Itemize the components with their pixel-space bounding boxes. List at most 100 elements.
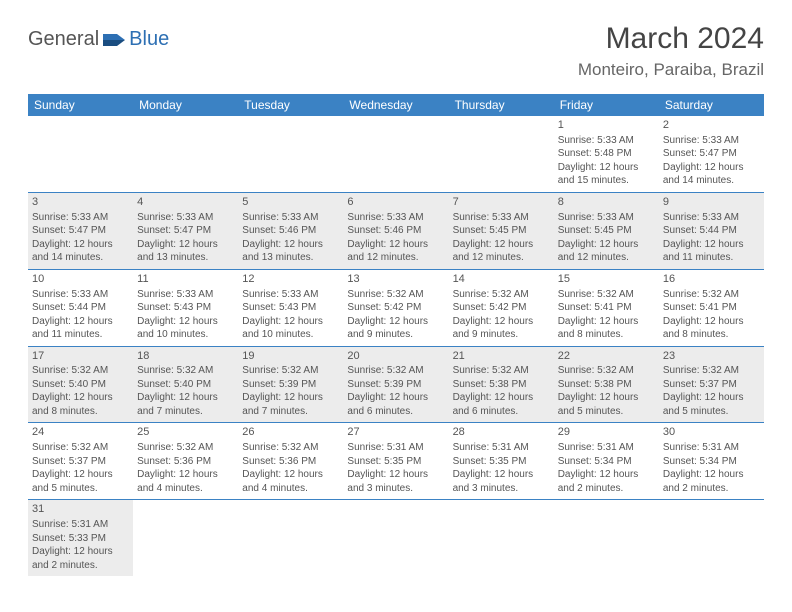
calendar-row: 10Sunrise: 5:33 AMSunset: 5:44 PMDayligh… <box>28 269 764 346</box>
logo: General Blue <box>28 28 169 51</box>
daylight-text: Daylight: 12 hours and 11 minutes. <box>32 315 129 342</box>
day-number: 15 <box>558 272 655 287</box>
sunrise-text: Sunrise: 5:32 AM <box>137 441 234 455</box>
calendar-cell: 2Sunrise: 5:33 AMSunset: 5:47 PMDaylight… <box>659 116 764 192</box>
sunset-text: Sunset: 5:34 PM <box>558 455 655 469</box>
day-number: 6 <box>347 195 444 210</box>
day-number: 13 <box>347 272 444 287</box>
day-number: 4 <box>137 195 234 210</box>
daylight-text: Daylight: 12 hours and 7 minutes. <box>137 391 234 418</box>
daylight-text: Daylight: 12 hours and 2 minutes. <box>558 468 655 495</box>
sunset-text: Sunset: 5:37 PM <box>663 378 760 392</box>
calendar-cell: 1Sunrise: 5:33 AMSunset: 5:48 PMDaylight… <box>554 116 659 192</box>
calendar-cell: 19Sunrise: 5:32 AMSunset: 5:39 PMDayligh… <box>238 346 343 423</box>
calendar-cell: 5Sunrise: 5:33 AMSunset: 5:46 PMDaylight… <box>238 192 343 269</box>
sunrise-text: Sunrise: 5:32 AM <box>32 364 129 378</box>
calendar-row: 3Sunrise: 5:33 AMSunset: 5:47 PMDaylight… <box>28 192 764 269</box>
calendar-cell <box>554 500 659 576</box>
day-number: 31 <box>32 502 129 517</box>
sunset-text: Sunset: 5:48 PM <box>558 147 655 161</box>
calendar-cell: 10Sunrise: 5:33 AMSunset: 5:44 PMDayligh… <box>28 269 133 346</box>
calendar-cell <box>238 500 343 576</box>
sunset-text: Sunset: 5:42 PM <box>347 301 444 315</box>
sunrise-text: Sunrise: 5:33 AM <box>558 134 655 148</box>
daylight-text: Daylight: 12 hours and 8 minutes. <box>558 315 655 342</box>
daylight-text: Daylight: 12 hours and 4 minutes. <box>242 468 339 495</box>
sunrise-text: Sunrise: 5:32 AM <box>347 364 444 378</box>
sunrise-text: Sunrise: 5:32 AM <box>242 441 339 455</box>
day-number: 16 <box>663 272 760 287</box>
day-number: 30 <box>663 425 760 440</box>
daylight-text: Daylight: 12 hours and 5 minutes. <box>558 391 655 418</box>
calendar-cell: 23Sunrise: 5:32 AMSunset: 5:37 PMDayligh… <box>659 346 764 423</box>
calendar-cell: 22Sunrise: 5:32 AMSunset: 5:38 PMDayligh… <box>554 346 659 423</box>
sunrise-text: Sunrise: 5:31 AM <box>32 518 129 532</box>
daylight-text: Daylight: 12 hours and 10 minutes. <box>242 315 339 342</box>
calendar-cell <box>449 116 554 192</box>
calendar-cell <box>449 500 554 576</box>
sunset-text: Sunset: 5:47 PM <box>663 147 760 161</box>
day-number: 22 <box>558 349 655 364</box>
sunset-text: Sunset: 5:33 PM <box>32 532 129 546</box>
calendar-cell: 30Sunrise: 5:31 AMSunset: 5:34 PMDayligh… <box>659 423 764 500</box>
calendar-cell <box>343 116 448 192</box>
sunrise-text: Sunrise: 5:31 AM <box>453 441 550 455</box>
day-number: 11 <box>137 272 234 287</box>
daylight-text: Daylight: 12 hours and 8 minutes. <box>663 315 760 342</box>
calendar-cell: 31Sunrise: 5:31 AMSunset: 5:33 PMDayligh… <box>28 500 133 576</box>
calendar-cell <box>238 116 343 192</box>
weekday-header: Wednesday <box>343 94 448 116</box>
calendar-row: 24Sunrise: 5:32 AMSunset: 5:37 PMDayligh… <box>28 423 764 500</box>
sunset-text: Sunset: 5:35 PM <box>347 455 444 469</box>
page-title: March 2024 <box>578 22 764 56</box>
daylight-text: Daylight: 12 hours and 2 minutes. <box>663 468 760 495</box>
daylight-text: Daylight: 12 hours and 5 minutes. <box>32 468 129 495</box>
daylight-text: Daylight: 12 hours and 8 minutes. <box>32 391 129 418</box>
weekday-header: Thursday <box>449 94 554 116</box>
weekday-header: Tuesday <box>238 94 343 116</box>
day-number: 26 <box>242 425 339 440</box>
calendar-cell: 27Sunrise: 5:31 AMSunset: 5:35 PMDayligh… <box>343 423 448 500</box>
weekday-header: Sunday <box>28 94 133 116</box>
calendar-cell: 28Sunrise: 5:31 AMSunset: 5:35 PMDayligh… <box>449 423 554 500</box>
title-block: March 2024 Monteiro, Paraiba, Brazil <box>578 22 764 80</box>
day-number: 8 <box>558 195 655 210</box>
daylight-text: Daylight: 12 hours and 2 minutes. <box>32 545 129 572</box>
sunset-text: Sunset: 5:35 PM <box>453 455 550 469</box>
daylight-text: Daylight: 12 hours and 12 minutes. <box>453 238 550 265</box>
sunset-text: Sunset: 5:37 PM <box>32 455 129 469</box>
logo-text-blue: Blue <box>129 28 169 51</box>
calendar-cell: 26Sunrise: 5:32 AMSunset: 5:36 PMDayligh… <box>238 423 343 500</box>
daylight-text: Daylight: 12 hours and 12 minutes. <box>558 238 655 265</box>
calendar-cell <box>133 500 238 576</box>
sunrise-text: Sunrise: 5:32 AM <box>453 364 550 378</box>
sunrise-text: Sunrise: 5:33 AM <box>347 211 444 225</box>
weekday-header: Monday <box>133 94 238 116</box>
daylight-text: Daylight: 12 hours and 11 minutes. <box>663 238 760 265</box>
weekday-header: Saturday <box>659 94 764 116</box>
calendar-cell: 7Sunrise: 5:33 AMSunset: 5:45 PMDaylight… <box>449 192 554 269</box>
day-number: 27 <box>347 425 444 440</box>
sunset-text: Sunset: 5:40 PM <box>137 378 234 392</box>
sunrise-text: Sunrise: 5:33 AM <box>453 211 550 225</box>
sunset-text: Sunset: 5:40 PM <box>32 378 129 392</box>
calendar-cell: 15Sunrise: 5:32 AMSunset: 5:41 PMDayligh… <box>554 269 659 346</box>
sunset-text: Sunset: 5:38 PM <box>453 378 550 392</box>
calendar-row: 17Sunrise: 5:32 AMSunset: 5:40 PMDayligh… <box>28 346 764 423</box>
day-number: 17 <box>32 349 129 364</box>
day-number: 23 <box>663 349 760 364</box>
daylight-text: Daylight: 12 hours and 13 minutes. <box>137 238 234 265</box>
calendar-cell <box>28 116 133 192</box>
sunrise-text: Sunrise: 5:33 AM <box>558 211 655 225</box>
sunrise-text: Sunrise: 5:32 AM <box>32 441 129 455</box>
day-number: 5 <box>242 195 339 210</box>
sunrise-text: Sunrise: 5:33 AM <box>137 288 234 302</box>
daylight-text: Daylight: 12 hours and 13 minutes. <box>242 238 339 265</box>
day-number: 20 <box>347 349 444 364</box>
sunset-text: Sunset: 5:44 PM <box>32 301 129 315</box>
sunrise-text: Sunrise: 5:33 AM <box>663 134 760 148</box>
sunset-text: Sunset: 5:45 PM <box>558 224 655 238</box>
calendar-row: 1Sunrise: 5:33 AMSunset: 5:48 PMDaylight… <box>28 116 764 192</box>
sunrise-text: Sunrise: 5:31 AM <box>347 441 444 455</box>
day-number: 9 <box>663 195 760 210</box>
